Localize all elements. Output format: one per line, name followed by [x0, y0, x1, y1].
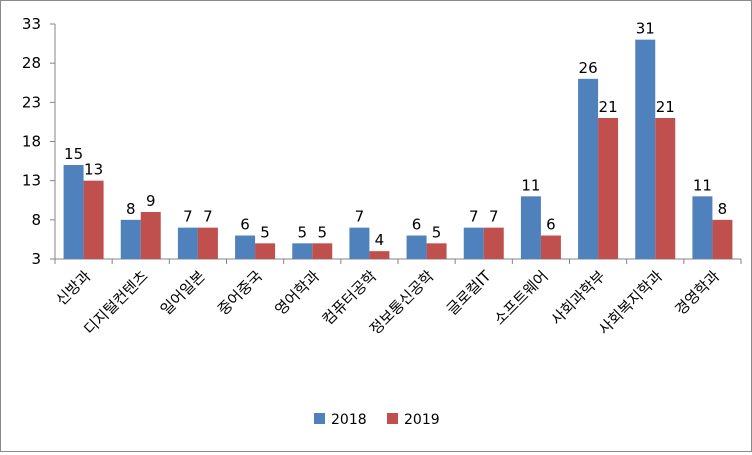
y-tick-label: 33	[22, 15, 41, 33]
y-tick-label: 23	[22, 93, 41, 111]
category-label: 일어일본	[157, 267, 209, 319]
data-label: 6	[412, 216, 422, 234]
y-tick-label: 18	[22, 133, 41, 151]
data-label: 5	[432, 223, 442, 241]
bar-2018-3	[177, 227, 198, 259]
data-label: 8	[718, 200, 728, 218]
data-label: 13	[84, 161, 103, 179]
bar-2019-10	[598, 118, 619, 259]
data-label: 7	[355, 208, 365, 226]
bar-2018-8	[463, 227, 484, 259]
bar-2018-5	[292, 243, 313, 259]
category-label: 소프트웨어	[490, 267, 552, 329]
bar-2019-3	[197, 227, 218, 259]
category-label: 중어중국	[214, 267, 266, 319]
bar-2019-2	[140, 212, 161, 259]
data-label: 21	[599, 98, 618, 116]
bar-2018-12	[692, 196, 713, 259]
data-label: 5	[297, 223, 307, 241]
category-label: 신방과	[52, 267, 94, 309]
bar-2019-4	[255, 243, 276, 259]
bar-2019-11	[655, 118, 676, 259]
chart-bars	[63, 39, 733, 259]
data-label: 31	[636, 20, 655, 38]
bar-2019-6	[369, 251, 390, 259]
data-label: 7	[183, 208, 193, 226]
category-label: 영어학과	[271, 267, 323, 319]
legend-label: 2019	[404, 412, 440, 428]
legend-swatch-2019	[387, 413, 398, 424]
bar-2019-7	[426, 243, 447, 259]
category-label: 글로컬IT	[443, 267, 495, 319]
data-label: 15	[64, 145, 83, 163]
y-tick-label: 13	[22, 172, 41, 190]
bar-2019-9	[540, 235, 561, 259]
legend: 2018 2019	[314, 412, 440, 428]
data-label: 7	[203, 208, 213, 226]
data-label: 5	[317, 223, 327, 241]
data-label: 26	[579, 59, 598, 77]
data-label: 6	[240, 216, 250, 234]
data-label: 5	[260, 223, 270, 241]
data-label: 8	[126, 200, 136, 218]
bar-2018-7	[406, 235, 427, 259]
bar-2018-9	[520, 196, 541, 259]
bar-2018-11	[635, 39, 656, 259]
y-tick-label: 8	[31, 211, 41, 229]
bar-2019-1	[83, 180, 104, 259]
data-label: 7	[469, 208, 479, 226]
legend-swatch-2018	[314, 413, 325, 424]
bar-2019-12	[712, 219, 733, 259]
data-label: 7	[489, 208, 499, 226]
data-label: 11	[521, 176, 540, 194]
legend-label: 2018	[331, 412, 367, 428]
data-label: 21	[656, 98, 675, 116]
y-tick-label: 28	[22, 54, 41, 72]
data-label: 4	[375, 231, 385, 249]
category-label: 경영학과	[671, 267, 723, 319]
bar-2018-2	[120, 219, 141, 259]
bar-2018-4	[235, 235, 256, 259]
data-label: 9	[146, 192, 156, 210]
bar-2018-10	[578, 78, 599, 259]
data-label: 11	[693, 176, 712, 194]
bar-2018-1	[63, 165, 84, 259]
chart-axes: 3 8 13 18 23 28 33	[22, 15, 742, 268]
bar-2019-8	[483, 227, 504, 259]
data-label: 6	[546, 216, 556, 234]
bar-2019-5	[312, 243, 333, 259]
bar-2018-6	[349, 227, 370, 259]
y-tick-label: 3	[31, 250, 41, 268]
